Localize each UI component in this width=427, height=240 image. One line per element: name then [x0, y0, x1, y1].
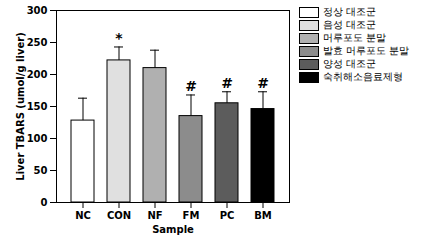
- html-text:숙취해소음료제형: 숙취해소음료제형: [323, 71, 403, 82]
- svg-text:#: #: [257, 75, 269, 91]
- svg-text:#: #: [221, 75, 233, 91]
- svg-text:#: #: [185, 78, 197, 94]
- svg-text:NF: NF: [147, 210, 162, 221]
- svg-text:*: *: [115, 30, 123, 46]
- svg-text:PC: PC: [220, 210, 235, 221]
- html-text:음성 대조군: 음성 대조군: [323, 19, 377, 30]
- svg-text:Sample: Sample: [152, 224, 194, 235]
- html-text:양성 대조군: 양성 대조군: [323, 58, 377, 69]
- svg-text:200: 200: [27, 69, 48, 80]
- html-text:발효 머루포도 분말: 발효 머루포도 분말: [323, 45, 410, 56]
- svg-text:NC: NC: [75, 210, 91, 221]
- svg-text:CON: CON: [107, 210, 131, 221]
- svg-text:50: 50: [34, 165, 48, 176]
- svg-text:0: 0: [41, 197, 48, 208]
- svg-text:FM: FM: [183, 210, 200, 221]
- svg-text:100: 100: [27, 133, 48, 144]
- svg-text:BM: BM: [254, 210, 272, 221]
- svg-text:Liver TBARS (umol/g liver): Liver TBARS (umol/g liver): [15, 32, 26, 180]
- html-text:머루포도 분말: 머루포도 분말: [323, 32, 387, 43]
- svg-text:300: 300: [27, 5, 48, 16]
- html-text:정상 대조군: 정상 대조군: [323, 6, 377, 17]
- svg-text:250: 250: [27, 37, 48, 48]
- svg-text:150: 150: [27, 101, 48, 112]
